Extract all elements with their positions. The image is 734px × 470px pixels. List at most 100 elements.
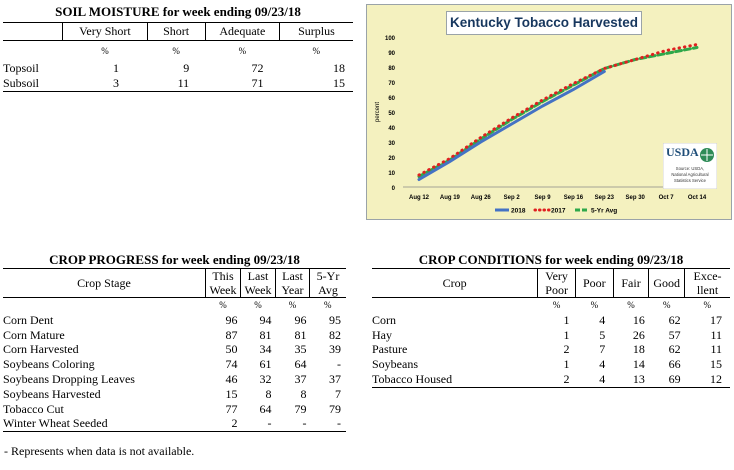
- progress-header-5yr-avg: 5-Yr Avg: [309, 268, 346, 298]
- unit-label: %: [703, 300, 712, 310]
- unit-label: %: [219, 300, 227, 310]
- conditions-unit-row: % % % % %: [372, 298, 730, 313]
- cell-value: 4: [599, 312, 606, 327]
- row-label: Topsoil: [3, 61, 39, 75]
- series-line-2018: [417, 70, 606, 181]
- table-row: Tobacco Housed 2 4 13 69 12: [372, 371, 730, 388]
- cell-value: -: [275, 416, 310, 433]
- unit-label: %: [552, 300, 561, 310]
- usda-source-line: Source: USDA,: [676, 166, 704, 171]
- x-tick-label: Oct 14: [688, 195, 707, 201]
- cell-value: 71: [205, 76, 280, 92]
- row-label: Corn: [372, 312, 396, 327]
- cell-value: 2: [563, 342, 570, 357]
- cell-value: 81: [294, 327, 307, 342]
- cell-value: 82: [329, 327, 341, 342]
- progress-header-last-week: Last Week: [240, 268, 276, 298]
- cell-value: 72: [251, 61, 264, 75]
- table-row: Subsoil 3 11 71 15: [3, 76, 353, 92]
- chart-plot: 0 10 20 30 40 50 60 70 80 90 100 percent Aug 12 Aug 1…: [375, 36, 713, 215]
- progress-header-row: Crop Stage This Week Last Week Last Year 5-…: [3, 268, 346, 298]
- crop-progress-title: CROP PROGRESS for week ending 09/23/18: [49, 252, 300, 267]
- row-label: Corn Mature: [3, 327, 65, 342]
- crop-conditions-table: Crop Very Poor Poor Fair Good Exce-llent …: [372, 268, 730, 388]
- x-tick-label: Oct 7: [659, 195, 675, 201]
- table-row: Topsoil 1 9 72 18: [3, 61, 353, 76]
- cell-value: -: [337, 357, 341, 372]
- cell-value: 15: [225, 386, 238, 401]
- usda-source-line: National Agricultural: [671, 172, 708, 177]
- cell-value: 62: [668, 312, 681, 327]
- conditions-header-fair: Fair: [612, 268, 649, 298]
- table-row: Pasture 2 7 18 62 11: [372, 342, 730, 357]
- chart-title: Kentucky Tobacco Harvested: [446, 11, 642, 35]
- cell-value: 8: [300, 386, 307, 401]
- table-row: Corn Harvested 50 34 35 39: [3, 342, 346, 357]
- soil-header-short: Short: [146, 22, 206, 41]
- cell-value: 64: [294, 357, 307, 372]
- cell-value: 95: [329, 312, 341, 327]
- unit-label: %: [627, 300, 635, 310]
- table-row: Soybeans Harvested 15 8 8 7: [3, 387, 346, 402]
- unit-label: %: [662, 300, 671, 310]
- cell-value: 37: [329, 371, 341, 386]
- cell-value: 64: [259, 401, 272, 416]
- y-tick-label: 90: [388, 51, 395, 57]
- y-tick-label: 70: [388, 81, 395, 87]
- cell-value: 69: [648, 371, 685, 388]
- soil-header-adequate: Adequate: [204, 22, 280, 41]
- cell-value: 96: [294, 312, 307, 327]
- table-row: Corn Mature 87 81 81 82: [3, 328, 346, 343]
- cell-value: 77: [225, 401, 238, 416]
- y-tick-label: 20: [388, 156, 395, 162]
- table-row: Hay 1 5 26 57 11: [372, 328, 730, 343]
- cell-value: 8: [265, 386, 272, 401]
- tobacco-harvest-chart: Kentucky Tobacco Harvested 0 10 20 30 40 50 60…: [366, 4, 732, 220]
- unit-label: %: [288, 300, 297, 310]
- conditions-header-row: Crop Very Poor Poor Fair Good Exce-llent: [372, 268, 730, 298]
- usda-source-line: Statistics Service: [674, 178, 707, 183]
- y-tick-label: 40: [388, 126, 395, 132]
- cell-value: 5: [599, 327, 606, 342]
- x-tick-label: Sep 2: [504, 195, 521, 201]
- soil-unit-row: % % % %: [3, 41, 353, 62]
- row-label: Soybeans Coloring: [3, 357, 95, 372]
- usda-logo-text: USDA: [666, 145, 699, 159]
- cell-value: 1: [563, 327, 570, 342]
- conditions-header-excellent: Exce-llent: [684, 268, 730, 298]
- cell-value: 39: [329, 342, 341, 357]
- y-tick-label: 0: [392, 186, 396, 192]
- soil-moisture-title: SOIL MOISTURE for week ending 09/23/18: [55, 4, 301, 19]
- unit-label: %: [254, 300, 262, 310]
- usda-logo-icon: USDA Source: USDA, National Agricultural…: [663, 143, 717, 189]
- soil-moisture-table: Very Short Short Adequate Surplus % % % …: [3, 22, 353, 92]
- cell-value: 57: [668, 327, 681, 342]
- cell-value: 34: [259, 342, 272, 357]
- row-label: Pasture: [372, 342, 408, 357]
- y-axis-label: percent: [375, 102, 381, 122]
- cell-value: 94: [259, 312, 272, 327]
- cell-value: 11: [147, 76, 206, 92]
- unit-label: %: [590, 300, 599, 310]
- cell-value: 1: [563, 312, 570, 327]
- cell-value: 4: [599, 357, 606, 372]
- cell-value: 14: [632, 357, 645, 372]
- unit-label: %: [324, 300, 332, 310]
- cell-value: 12: [684, 371, 730, 388]
- x-tick-label: Sep 23: [595, 195, 615, 201]
- progress-header-this-week: This Week: [205, 268, 241, 298]
- cell-value: -: [309, 416, 346, 433]
- unit-label: %: [101, 46, 109, 56]
- cell-value: 26: [632, 327, 645, 342]
- cell-value: 7: [335, 386, 341, 401]
- row-label: Subsoil: [3, 76, 63, 92]
- cell-value: 32: [259, 371, 272, 386]
- cell-value: 74: [225, 357, 238, 372]
- cell-value: 62: [668, 342, 681, 357]
- cell-value: 81: [259, 327, 272, 342]
- cell-value: 2: [537, 371, 576, 388]
- cell-value: 15: [279, 76, 353, 92]
- cell-value: 2: [205, 416, 241, 433]
- row-label: Winter Wheat Seeded: [3, 416, 206, 433]
- cell-value: 46: [225, 371, 238, 386]
